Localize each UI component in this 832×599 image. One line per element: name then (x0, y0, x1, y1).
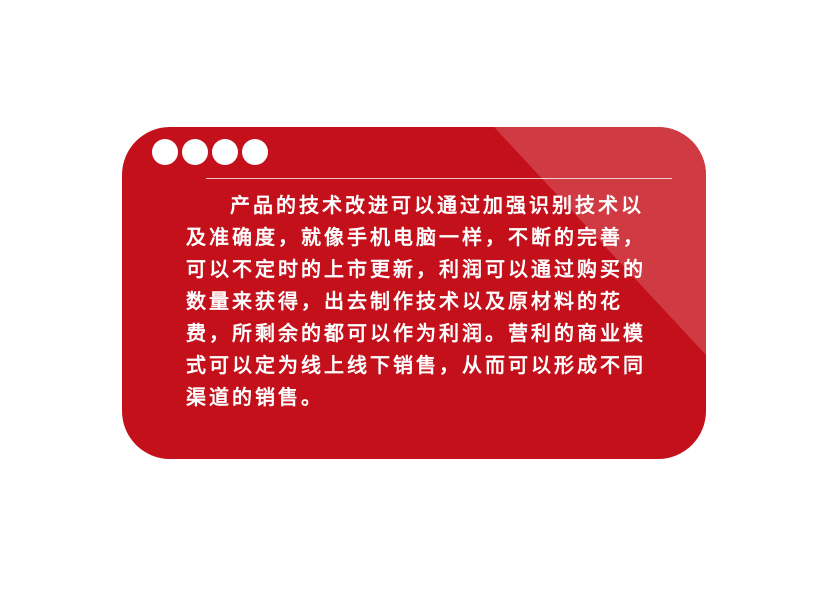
body-paragraph: 产品的技术改进可以通过加强识别技术以及准确度，就像手机电脑一样，不断的完善，可以… (186, 193, 646, 409)
circle-dot-icon (152, 139, 178, 165)
circle-dot-icon (212, 139, 238, 165)
text-card: 产品的技术改进可以通过加强识别技术以及准确度，就像手机电脑一样，不断的完善，可以… (122, 127, 706, 459)
header-divider (206, 178, 672, 179)
circle-dot-icon (242, 139, 268, 165)
window-dots (152, 139, 268, 165)
circle-dot-icon (182, 139, 208, 165)
